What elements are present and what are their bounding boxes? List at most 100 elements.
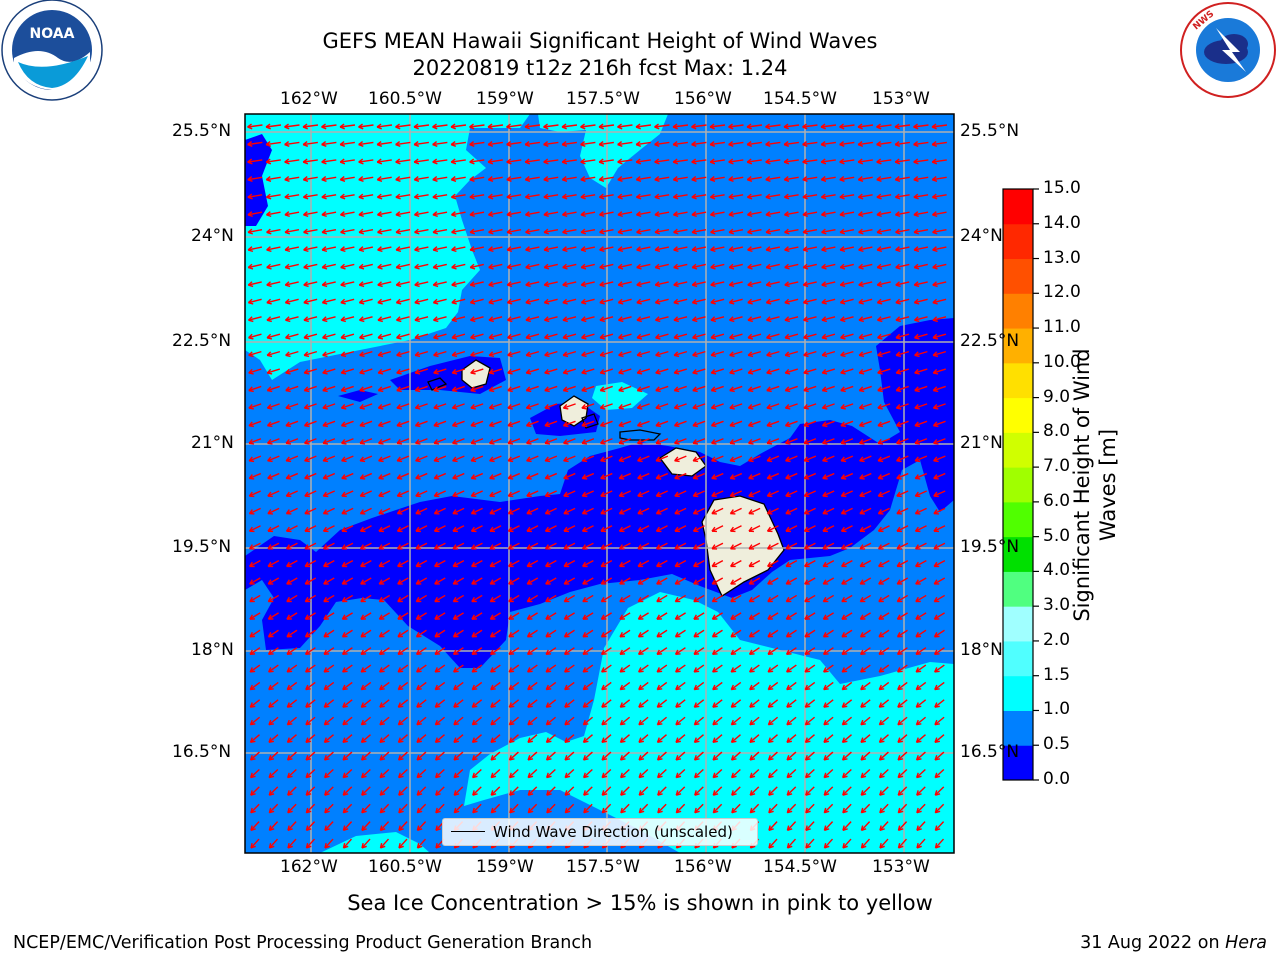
wind-arrow-head	[303, 246, 309, 253]
wind-arrow-head	[804, 754, 811, 761]
wind-arrow	[489, 594, 502, 603]
wind-arrow-head	[324, 790, 330, 796]
wind-arrow	[526, 438, 539, 444]
wind-arrow	[840, 316, 854, 321]
wind-arrow	[747, 159, 762, 163]
wind-arrow-head	[340, 281, 346, 288]
wind-arrow-head	[469, 211, 475, 218]
wind-arrow-head	[265, 176, 272, 182]
wind-arrow-head	[340, 211, 346, 218]
colorbar-tick-label: 1.5	[1043, 664, 1071, 685]
wind-arrow	[249, 577, 261, 585]
wind-arrow	[748, 420, 761, 427]
wind-arrow	[416, 786, 427, 796]
wind-arrow-head	[842, 790, 848, 796]
wind-arrow-head	[508, 737, 515, 744]
wind-arrow	[545, 681, 557, 691]
wind-arrow-head	[599, 263, 605, 270]
wind-arrow	[914, 455, 928, 462]
wind-arrow	[284, 228, 300, 234]
wind-arrow-head	[360, 649, 367, 656]
wind-arrow-head	[896, 596, 903, 603]
wind-arrow	[674, 594, 687, 603]
wind-arrow	[452, 560, 465, 567]
wind-arrow	[878, 507, 890, 515]
wind-arrow-head	[265, 141, 272, 147]
wind-arrow-head	[656, 579, 662, 585]
wind-arrow-head	[580, 263, 587, 270]
wind-arrow-head	[599, 421, 606, 428]
wind-arrow	[582, 507, 594, 515]
wind-arrow-head	[728, 193, 734, 200]
wind-arrow	[304, 438, 317, 444]
wind-arrow	[934, 681, 945, 691]
wind-arrow-head	[637, 509, 643, 515]
wind-arrow	[802, 141, 818, 146]
wind-arrow-head	[471, 684, 478, 691]
wind-arrow	[767, 542, 779, 550]
wind-arrow	[675, 681, 686, 691]
wind-arrow-head	[636, 316, 642, 323]
wind-arrow	[913, 194, 929, 198]
wind-arrow-head	[250, 842, 256, 849]
wind-arrow	[451, 246, 466, 251]
wind-arrow	[934, 768, 945, 779]
wind-arrow-head	[767, 596, 773, 603]
wind-arrow	[675, 803, 686, 814]
wind-arrow	[842, 838, 852, 849]
wind-arrow-head	[879, 825, 885, 832]
wind-arrow-head	[267, 509, 273, 515]
wind-arrow-head	[784, 211, 790, 218]
wind-arrow-head	[748, 439, 754, 445]
wind-arrow-head	[322, 368, 328, 375]
wind-arrow-head	[266, 403, 273, 410]
wind-arrow-head	[581, 439, 588, 445]
wind-arrow	[358, 228, 374, 234]
wind-arrow-head	[286, 649, 293, 656]
wind-arrow-head	[471, 614, 477, 620]
wind-arrow	[877, 438, 891, 444]
wind-arrow	[858, 333, 873, 339]
wind-arrow-head	[321, 193, 327, 200]
wind-arrow-head	[619, 737, 626, 744]
wind-arrow	[527, 768, 538, 779]
wind-arrow-head	[617, 316, 624, 323]
wind-arrow-head	[303, 228, 309, 235]
wind-arrow	[600, 368, 613, 374]
wind-arrow-head	[453, 807, 460, 814]
wind-arrow-head	[470, 474, 477, 480]
wind-arrow	[544, 368, 558, 374]
wind-arrow	[635, 124, 652, 128]
wind-arrow	[341, 560, 354, 567]
wind-arrow-head	[711, 596, 718, 603]
wind-arrow-head	[562, 263, 568, 270]
wind-arrow-head	[416, 807, 423, 814]
wind-arrow	[526, 403, 539, 409]
wind-arrow	[896, 403, 909, 409]
wind-arrow	[452, 385, 465, 392]
wind-arrow-head	[802, 263, 809, 270]
wind-arrow	[620, 803, 630, 814]
wind-arrow	[304, 420, 317, 427]
wind-arrow-head	[395, 263, 402, 270]
wind-arrow-head	[268, 719, 274, 726]
wind-arrow-head	[527, 790, 534, 796]
wind-arrow-head	[305, 842, 312, 849]
wind-arrow	[397, 507, 409, 515]
wind-arrow	[657, 803, 667, 814]
wind-arrow-head	[266, 263, 272, 270]
wind-arrow	[914, 333, 928, 339]
wind-arrow-head	[931, 158, 938, 165]
wind-arrow-head	[931, 141, 938, 147]
wind-arrow	[342, 647, 353, 655]
wind-arrow-head	[490, 790, 497, 796]
wind-arrow-head	[414, 403, 421, 410]
wind-arrow-head	[674, 439, 680, 445]
wind-arrow	[250, 803, 260, 814]
wind-arrow-head	[287, 825, 293, 832]
wind-arrow-head	[432, 176, 438, 182]
wind-arrow	[435, 803, 445, 814]
wind-arrow-head	[265, 123, 271, 130]
wind-arrow-head	[286, 719, 293, 726]
wind-arrow	[601, 803, 612, 814]
